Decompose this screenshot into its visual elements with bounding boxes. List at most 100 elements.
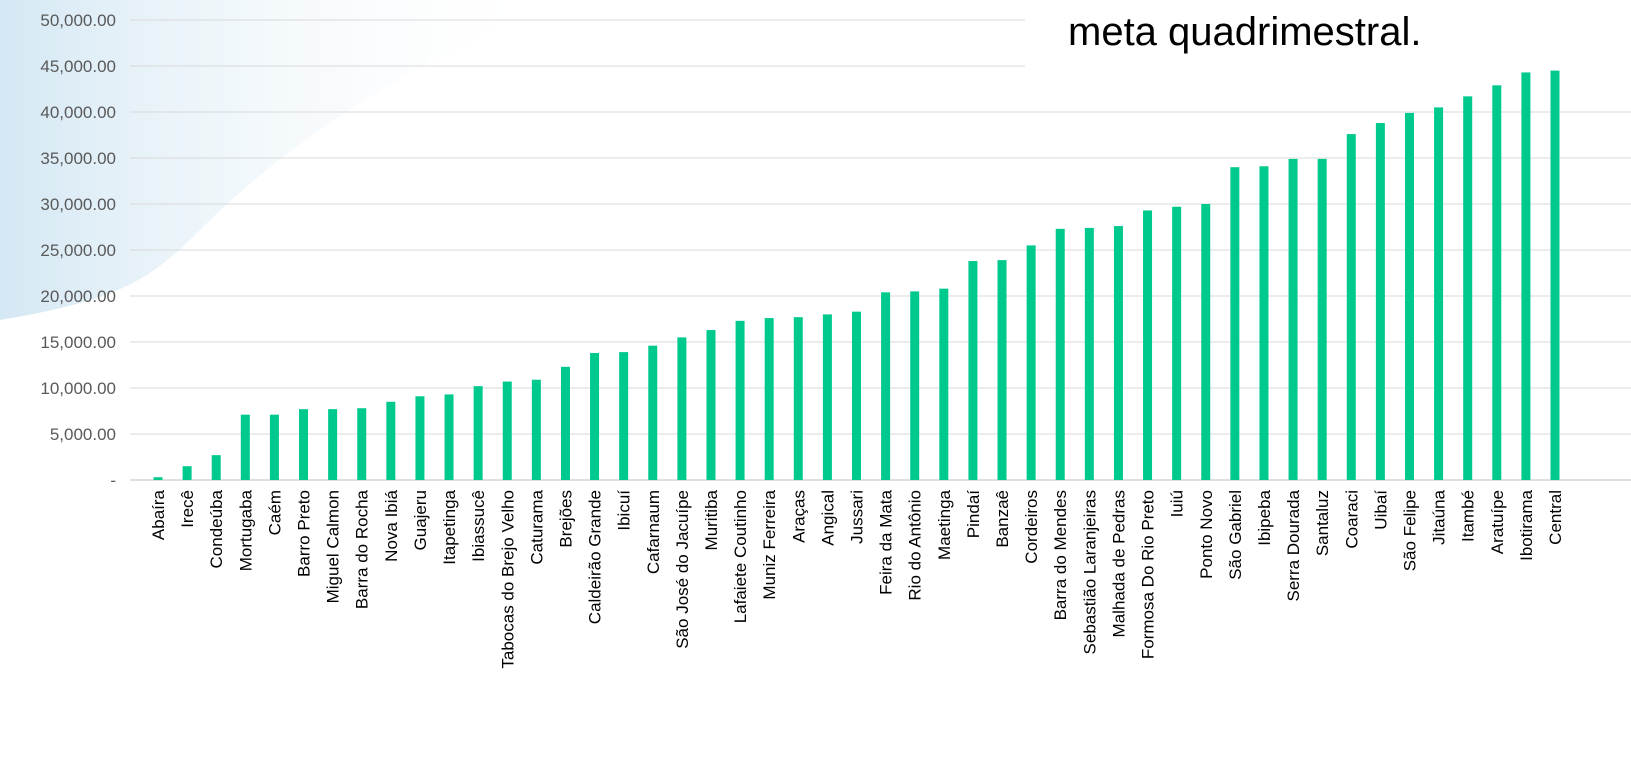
x-tick-label: Sebastião Laranjeiras — [1080, 490, 1099, 654]
x-tick-label: Itapetinga — [440, 489, 459, 564]
x-tick-label: Nova Ibiá — [382, 489, 401, 561]
bar — [706, 330, 716, 480]
bar — [1288, 158, 1298, 481]
bar — [1143, 210, 1153, 480]
x-tick-label: Muniz Ferreira — [760, 489, 779, 599]
x-tick-label: Central — [1546, 490, 1565, 545]
x-tick-label: Ponto Novo — [1197, 490, 1216, 579]
bar — [1172, 206, 1182, 480]
background-swoosh — [0, 0, 560, 320]
x-tick-label: Ibicuí — [615, 490, 634, 531]
x-tick-label: Muritiba — [702, 489, 721, 550]
x-tick-label: Angical — [818, 490, 837, 546]
bar — [1113, 226, 1123, 480]
x-tick-label: Cafarnaum — [644, 490, 663, 574]
x-tick-label: Itambé — [1459, 490, 1478, 542]
bar — [822, 314, 832, 480]
bar — [357, 408, 367, 480]
bar — [473, 386, 483, 480]
x-tick-label: Irecê — [178, 490, 197, 528]
x-tick-label: Mortugaba — [236, 489, 255, 571]
bar — [153, 477, 163, 480]
x-tick-label: Barro Preto — [295, 490, 314, 577]
bar — [1434, 107, 1444, 481]
bar — [648, 345, 658, 480]
y-tick-label: 5,000.00 — [50, 425, 116, 444]
bar — [735, 320, 745, 480]
x-tick-label: São José do Jacuípe — [673, 490, 692, 649]
y-tick-label: 10,000.00 — [40, 379, 116, 398]
bar — [677, 337, 687, 480]
bars — [153, 70, 1560, 481]
bar — [1259, 166, 1269, 480]
x-tick-label: Jitaúna — [1430, 489, 1449, 544]
x-tick-label: Aratuípe — [1488, 490, 1507, 554]
x-tick-label: Brejões — [556, 490, 575, 548]
bar — [1550, 70, 1560, 480]
bar — [328, 409, 338, 480]
x-tick-label: Caturama — [527, 489, 546, 564]
y-tick-label: - — [110, 471, 116, 490]
bar — [1492, 85, 1502, 480]
x-tick-label: Maetinga — [935, 489, 954, 559]
bar — [1084, 227, 1094, 480]
bar — [502, 381, 512, 480]
bar — [881, 292, 891, 480]
x-tick-label: Araças — [789, 490, 808, 543]
bar — [211, 455, 221, 480]
y-tick-label: 45,000.00 — [40, 57, 116, 76]
x-tick-label: Serra Dourada — [1284, 489, 1303, 601]
y-tick-label: 15,000.00 — [40, 333, 116, 352]
bar — [531, 379, 541, 480]
bar — [299, 409, 309, 480]
bar — [444, 394, 454, 480]
bar — [1521, 72, 1531, 480]
x-tick-label: Uibaí — [1371, 490, 1390, 530]
x-tick-label: Formosa Do Rio Preto — [1139, 490, 1158, 659]
x-tick-label: Pindaí — [964, 490, 983, 538]
x-tick-label: Lafaiete Coutinho — [731, 490, 750, 623]
x-tick-label: Banzaê — [993, 490, 1012, 548]
x-tick-label: São Felipe — [1400, 490, 1419, 571]
x-tick-label: Malhada de Pedras — [1109, 490, 1128, 637]
x-tick-label: Guajeru — [411, 490, 430, 550]
x-tick-label: Cordeiros — [1022, 490, 1041, 564]
bar — [1404, 112, 1414, 481]
x-tick-label: Caém — [265, 490, 284, 535]
bar — [764, 318, 774, 480]
y-tick-label: 25,000.00 — [40, 241, 116, 260]
y-tick-label: 20,000.00 — [40, 287, 116, 306]
x-tick-label: Santaluz — [1313, 490, 1332, 556]
bar — [852, 311, 861, 480]
bar — [1055, 228, 1065, 480]
x-tick-label: Coaraci — [1342, 490, 1361, 549]
x-tick-label: Rio do Antônio — [906, 490, 925, 601]
x-tick-label: Miguel Calmon — [324, 490, 343, 603]
bar — [1346, 134, 1356, 480]
x-tick-label: Tabocas do Brejo Velho — [498, 490, 517, 669]
x-tick-label: Jussari — [848, 490, 867, 544]
bar — [619, 352, 629, 480]
x-tick-label: Ibotirama — [1517, 489, 1536, 560]
bar — [182, 466, 192, 480]
bar — [1375, 123, 1385, 480]
bar — [968, 261, 978, 480]
y-tick-label: 50,000.00 — [40, 11, 116, 30]
bar — [386, 401, 396, 480]
bar — [939, 288, 949, 480]
bar — [1463, 96, 1473, 481]
x-tick-label: Condeúba — [207, 489, 226, 568]
bar — [1317, 158, 1327, 481]
bar — [1230, 167, 1240, 480]
bar — [269, 414, 279, 480]
bar — [997, 260, 1007, 480]
bar — [1201, 204, 1211, 480]
y-axis-ticks: - 5,000.00 10,000.00 15,000.00 20,000.00 25,0… — [40, 11, 116, 490]
bar — [793, 317, 803, 480]
x-tick-label: Feira da Mata — [877, 489, 896, 594]
x-tick-label: Ibiassucê — [469, 490, 488, 562]
y-tick-label: 35,000.00 — [40, 149, 116, 168]
x-tick-label: Ibipeba — [1255, 489, 1274, 545]
x-tick-label: São Gabriel — [1226, 490, 1245, 580]
